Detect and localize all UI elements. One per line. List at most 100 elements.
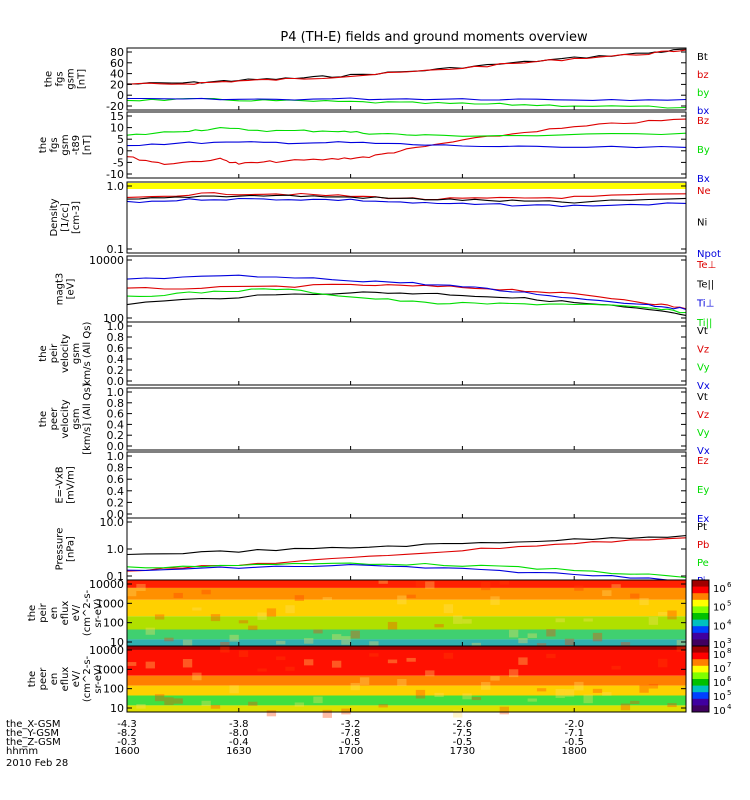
- spectrogram-cell: [434, 624, 444, 628]
- colorbar-segment: [692, 705, 709, 713]
- legend-entry: Bx: [697, 174, 710, 185]
- colorbar-tick-exponent: 3: [727, 637, 731, 645]
- series-line-fgs_dsl-2: [126, 141, 687, 149]
- colorbar-segment: [692, 593, 709, 601]
- y-axis-label: the: [27, 605, 38, 621]
- spectrogram-cell: [592, 688, 603, 693]
- legend-entry: bz: [697, 70, 709, 81]
- spectrogram-cell: [508, 629, 519, 638]
- colorbar-tick-label: 10: [713, 678, 726, 689]
- y-axis-label: [mV/m]: [66, 466, 77, 504]
- y-axis-label: km/s (All Qs): [82, 322, 93, 386]
- y-tick-label: 0.0: [107, 508, 125, 521]
- legend-entry: bx: [697, 106, 709, 117]
- y-tick-label: 10: [110, 636, 124, 649]
- spectrogram-cell: [648, 616, 659, 625]
- spectrogram-cell: [378, 580, 388, 584]
- legend-entry: Pe: [697, 558, 709, 569]
- legend-entry: Vx: [697, 381, 710, 392]
- y-axis-label: [cm-3]: [71, 201, 82, 234]
- y-axis-label: [eV]: [66, 279, 77, 300]
- y-axis-label: [nT]: [82, 135, 93, 155]
- colorbar-segment: [692, 679, 709, 687]
- spectrogram-cell: [462, 619, 472, 624]
- spectrogram-cell: [192, 672, 202, 681]
- spectrogram-cell: [527, 698, 537, 702]
- series-line-fgs_dsl-1: [126, 127, 687, 137]
- spectrogram-cell: [667, 703, 677, 708]
- spectrogram-cell: [676, 640, 686, 649]
- panel-peer_velocity: Vt Vz Vy Vx 1.00.80.60.40.20.0 the peer velocit…: [38, 383, 710, 457]
- spectrogram-cell: [238, 650, 249, 658]
- spectrogram-cell: [620, 642, 631, 647]
- colorbar-segment: [692, 613, 709, 621]
- spectrogram-cell: [136, 704, 146, 709]
- x-axis-row-value: -2.6: [453, 719, 473, 730]
- colorbar-tick-label: 10: [713, 584, 726, 595]
- legend-entry: Vt: [697, 392, 708, 403]
- spectrogram-cell: [331, 660, 342, 668]
- y-tick-label: 1.0: [107, 386, 125, 399]
- spectrogram-cell: [508, 669, 519, 678]
- colorbar-segment: [692, 619, 709, 627]
- legend-entry: Bz: [697, 116, 709, 127]
- spectrogram-cell: [350, 682, 360, 691]
- spectrogram-cell: [546, 653, 556, 659]
- legend-entry: Bt: [697, 52, 708, 63]
- y-axis-label: [nPa]: [66, 536, 77, 562]
- spectrogram-cell: [248, 701, 258, 706]
- spectrogram-cell: [154, 614, 165, 620]
- y-tick-label: 0.6: [107, 342, 125, 355]
- spectrogram-cell: [173, 592, 183, 599]
- spectrogram-cell: [369, 653, 379, 657]
- colorbar-segment: [692, 646, 709, 654]
- spectrogram-cell: [294, 595, 305, 601]
- y-tick-label: 20: [110, 78, 124, 91]
- series-line-pressure-0: [126, 535, 687, 556]
- x-axis-row-value: 1700: [338, 746, 363, 757]
- x-axis-row-value: -3.8: [229, 719, 249, 730]
- colorbar-tick-exponent: 6: [727, 581, 732, 589]
- x-axis-row-value: -8.2: [117, 728, 137, 739]
- y-axis-label: eflux: [60, 601, 71, 626]
- x-axis-row-label: the_Z-GSM: [6, 737, 61, 748]
- y-tick-label: 10000: [89, 254, 124, 267]
- y-axis-label: sr-eV): [93, 664, 104, 693]
- y-tick-label: 0.8: [107, 331, 125, 344]
- y-axis-label: eflux: [60, 667, 71, 692]
- legend-entry: Ez: [697, 456, 709, 467]
- spectrogram-cell: [322, 709, 332, 718]
- spectrogram-cell: [154, 694, 165, 702]
- spectrogram-cell: [499, 706, 509, 715]
- y-tick-label: 0.6: [107, 473, 125, 486]
- spectrogram-cell: [564, 638, 575, 646]
- spectrogram-cell: [611, 584, 621, 588]
- x-axis-row-value: 1730: [450, 746, 475, 757]
- y-axis-label: the: [38, 137, 49, 153]
- y-tick-label: 10: [110, 122, 124, 135]
- colorbar-segment: [692, 626, 709, 634]
- y-tick-label: 0: [117, 145, 124, 158]
- spectrogram-cell: [397, 678, 407, 686]
- y-axis-label: gsm: [60, 134, 71, 155]
- y-axis-label: fgs: [55, 71, 66, 86]
- spectrogram-cell: [425, 581, 435, 589]
- y-axis-label: E=-VxB: [55, 466, 66, 503]
- spectrogram-band: [127, 616, 686, 630]
- y-tick-label: 0.4: [107, 353, 125, 366]
- y-tick-label: 100: [103, 683, 124, 696]
- colorbar-segment: [692, 639, 709, 647]
- y-tick-label: 15: [110, 110, 124, 123]
- spectrogram-cell: [285, 605, 295, 614]
- spectrogram-cell: [350, 630, 360, 639]
- spectrogram-band: [127, 639, 686, 646]
- spectrogram-cell: [136, 583, 146, 591]
- colorbar-tick-exponent: 4: [727, 703, 732, 711]
- colorbar-segment: [692, 672, 709, 680]
- series-line-temperature-3: [126, 288, 687, 314]
- spectrogram-band: [127, 705, 686, 712]
